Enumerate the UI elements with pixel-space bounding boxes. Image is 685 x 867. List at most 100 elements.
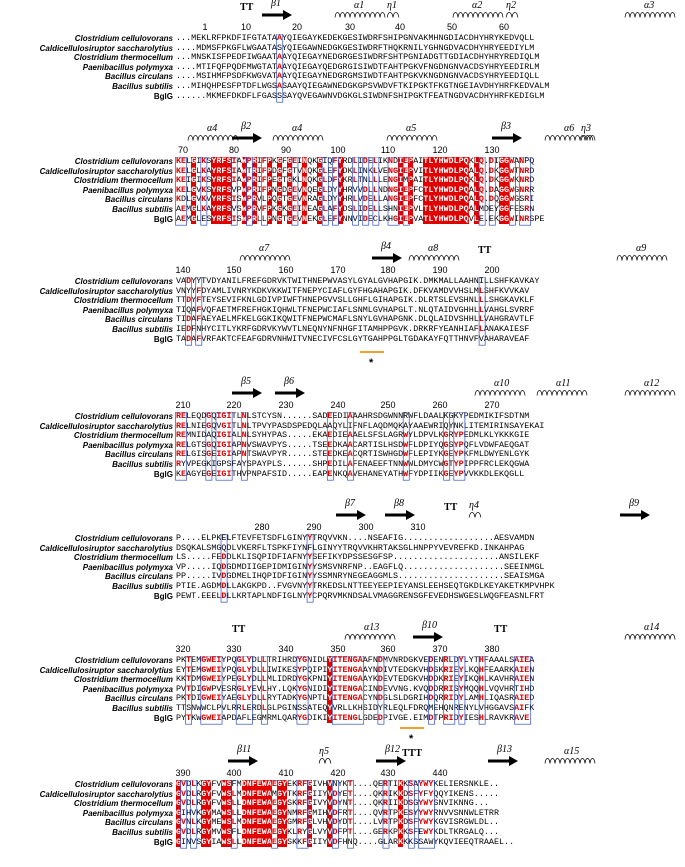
alignment-block-1: TT β1 α1 η1 α2 η2 α3 1 10 20 30 40 50 60 Clostridium c… xyxy=(0,0,685,103)
ss-label: α3 xyxy=(644,0,655,11)
ss-label: α5 xyxy=(406,123,417,134)
position-number: 10 xyxy=(240,22,252,32)
sequence-text: ......MKMEFDKDFLFGASSSAYQVEGAWNVDGKGLSIW… xyxy=(176,90,545,101)
position-number: 370 xyxy=(432,644,448,654)
sequence-row: Bacillus subtilis PTIE.AGDMDLLAKGKPD..FVG… xyxy=(0,581,685,592)
position-number: 50 xyxy=(446,22,458,32)
species-name: Bacillus circulans xyxy=(104,315,173,325)
sequence-row: Clostridium cellulovorans PKTEMGWEIYPQGLY… xyxy=(0,655,685,666)
sequence-row: Caldicellulosiruptor saccharolytius RELNI… xyxy=(0,421,685,432)
sequence-text: GIHVKGYMAWSLLDNFEWAEGYNMRFGMIHVDFRT....Q… xyxy=(176,807,499,819)
sequence-text: P....ELPKELFTEVFETSDFLGINYYTRQVVKN....NS… xyxy=(176,533,535,543)
sequence-text: AEMGLESYRFSISWPRLLPNGTGEVNEKGLEFYNNVIDEC… xyxy=(176,213,545,225)
position-number: 210 xyxy=(175,400,191,410)
secondary-structure-row: β7 β8 TT η4 β9 xyxy=(0,498,685,522)
ss-label: α11 xyxy=(556,378,571,389)
sequence-text: ....MSIHMFPSDFKWGVATAAYQIEGAYNEDGRGMSIWD… xyxy=(176,71,540,82)
species-name: Clostridium thermocellum xyxy=(73,53,173,63)
ss-label: TT xyxy=(240,2,254,13)
species-name: BglG xyxy=(153,214,173,224)
ss-label: β3 xyxy=(501,121,511,132)
species-name: Paenibacillus polymyxa xyxy=(82,62,173,72)
sequence-row: Paenibacillus polymyxa GIHVKGYMAWSLLDNFEW… xyxy=(0,807,685,819)
ss-label: β11 xyxy=(237,744,252,755)
ss-label: β7 xyxy=(345,498,355,509)
sequence-text: TIQAFVQFAETMFREFHGKIQHWLTFNEPWCIAFLSNMLG… xyxy=(176,304,535,315)
position-numbers: 320 330 340 350 360 370 380 xyxy=(0,644,685,656)
sequence-row: BglG GINVSGYIAWSLLDNFEWAEGYSKKFGIIYVDFHNQ… xyxy=(0,837,685,848)
sequence-row: BglG ......MKMEFDKDFLFGASSSAYQVEGAWNVDGKG… xyxy=(0,90,685,102)
species-name: Clostridium cellulovorans xyxy=(74,656,173,665)
ss-label: β2 xyxy=(241,121,251,132)
secondary-structure-row: α7 β4 α8 TT α9 xyxy=(0,241,685,265)
secondary-structure-row: β11 η5 β12 TTT β13 α15 xyxy=(0,744,685,768)
species-name: Clostridium thermocellum xyxy=(73,176,173,186)
species-name: Clostridium cellulovorans xyxy=(74,534,173,543)
species-name: Caldicellulosiruptor saccharolytius xyxy=(39,43,173,53)
sequence-row: Bacillus subtilis ...MIHQHPESFPTDFLWGSASA… xyxy=(0,80,685,92)
species-name: Caldicellulosiruptor saccharolytius xyxy=(39,166,173,176)
species-name: Clostridium cellulovorans xyxy=(74,780,173,789)
position-number: 240 xyxy=(330,400,346,410)
position-number: 170 xyxy=(330,265,346,275)
position-numbers: 140 150 160 170 180 190 200 xyxy=(0,265,685,277)
position-number: 250 xyxy=(380,400,396,410)
ss-label: η3 xyxy=(581,123,591,134)
ss-label: α13 xyxy=(364,622,380,633)
sequence-text: GVDLRGYFVWSLMDNFEWAMGYTKRFGIIYVDYET....Q… xyxy=(176,788,499,800)
species-name: BglG xyxy=(153,591,173,601)
position-number: 410 xyxy=(278,768,294,778)
position-number: 420 xyxy=(330,768,346,778)
species-name: Clostridium thermocellum xyxy=(73,799,173,809)
position-number: 220 xyxy=(226,400,242,410)
sequence-row: Paenibacillus polymyxa VP.....IQDGDMDIIGE… xyxy=(0,561,685,573)
ss-label: TT xyxy=(494,624,508,635)
sequence-row: BglG TADAFVRFAKTCFEAFGDRVNHWITVNECIVFCSLG… xyxy=(0,334,685,345)
species-name: Bacillus circulans xyxy=(104,195,173,205)
ss-label: β10 xyxy=(422,620,437,631)
alignment-block-5: β7 β8 TT η4 β9 280 290 300 310 Clostridium cellul… xyxy=(0,498,685,603)
species-name: Clostridium thermocellum xyxy=(73,431,173,441)
species-name: Paenibacillus polymyxa xyxy=(82,440,173,450)
sequence-text: ...MNSKISFPEDFIWGAATAAYQIEGAYNEDGRGESIWD… xyxy=(176,52,540,63)
position-number: 310 xyxy=(410,522,426,532)
sequence-text: IEDFNHYCITLYKRFGDRVKYWVTLNEQNYNFNHGFITAM… xyxy=(176,323,530,334)
position-number: 190 xyxy=(432,265,448,275)
ss-label: β8 xyxy=(394,498,404,509)
sequence-text: VP.....IQDGDMDIIGEPIDMIGINYYSMSVNRFNP..E… xyxy=(176,561,545,572)
position-number: 180 xyxy=(380,265,396,275)
active-site-marker: * xyxy=(369,357,374,369)
position-number: 160 xyxy=(278,265,294,275)
sequence-row: Clostridium thermocellum ...MNSKISFPEDFIW… xyxy=(0,53,685,63)
position-number: 150 xyxy=(226,265,242,275)
sequence-row: Clostridium cellulovorans VADYYTVDYANILFR… xyxy=(0,276,685,287)
sequence-text: VADYYTVDYANILFREFGDRVKTWITHNEPWVASYLGYAL… xyxy=(176,276,540,286)
ss-label: TTT xyxy=(402,748,423,759)
sequence-row: Paenibacillus polymyxa ....MTIFQFPQDFMWGT… xyxy=(0,62,685,73)
species-name: Paenibacillus polymyxa xyxy=(82,684,173,694)
ss-label: α8 xyxy=(428,243,439,254)
ss-label: TT xyxy=(478,245,492,256)
species-name: Caldicellulosiruptor saccharolytius xyxy=(39,543,173,553)
ss-label: α15 xyxy=(564,746,580,757)
sequence-row: Bacillus circulans PP.....IVDGDMELIHQPIDF… xyxy=(0,572,685,582)
species-name: BglG xyxy=(153,91,173,101)
ss-label: α9 xyxy=(636,243,647,254)
species-name: Clostridium thermocellum xyxy=(73,296,173,306)
sequence-text: ...MIHQHPESFPTDFLWGSASAAYQIEGAWNEDGKGPSV… xyxy=(176,80,550,91)
position-number: 440 xyxy=(432,768,448,778)
position-numbers: 210 220 230 240 250 260 270 xyxy=(0,400,685,412)
active-site-marker: * xyxy=(409,733,414,745)
position-number: 80 xyxy=(228,145,240,155)
sequence-row: Bacillus circulans TIDAFAEYAELMFKELGGKIKQ… xyxy=(0,315,685,325)
species-name: Clostridium cellulovorans xyxy=(74,34,173,43)
species-name: Bacillus circulans xyxy=(104,818,173,828)
sequence-text: DSQKALSMGQDLVKERFLTSPKFIYNFLGINYYTRQVVKH… xyxy=(176,542,525,553)
sequence-row: Clostridium thermocellum GVDLRGYFVWSLLDNF… xyxy=(0,799,685,809)
sequence-text: VNYYFDYAMLIVNRYKDKVKKWITFNEPYCIAFLGYFHGA… xyxy=(176,285,530,296)
species-name: Caldicellulosiruptor saccharolytius xyxy=(39,665,173,675)
active-site-underline xyxy=(360,351,384,353)
position-number: 60 xyxy=(498,22,510,32)
position-number: 1 xyxy=(202,22,208,32)
alignment-block-4: β5 β6 α10 α11 α12 210 220 230 240 250 260 270 Clostr… xyxy=(0,376,685,481)
